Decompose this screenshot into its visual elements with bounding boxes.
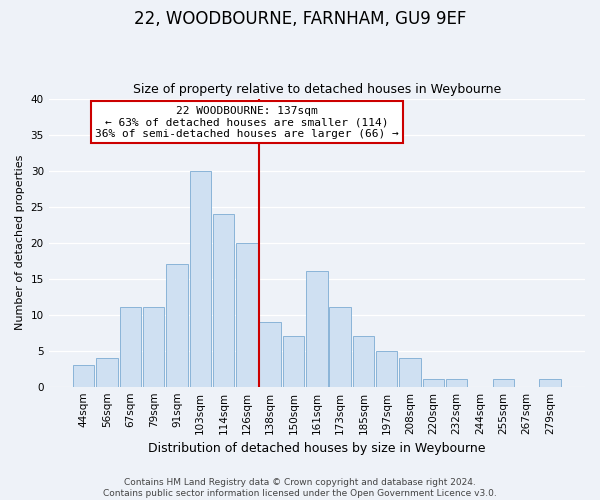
Bar xyxy=(166,264,188,386)
Bar xyxy=(400,358,421,386)
Y-axis label: Number of detached properties: Number of detached properties xyxy=(15,155,25,330)
Bar xyxy=(97,358,118,386)
Bar xyxy=(73,365,94,386)
Bar xyxy=(493,380,514,386)
Bar xyxy=(213,214,235,386)
Title: Size of property relative to detached houses in Weybourne: Size of property relative to detached ho… xyxy=(133,83,501,96)
X-axis label: Distribution of detached houses by size in Weybourne: Distribution of detached houses by size … xyxy=(148,442,485,455)
Bar xyxy=(259,322,281,386)
Bar xyxy=(329,308,351,386)
Bar xyxy=(283,336,304,386)
Bar xyxy=(119,308,141,386)
Bar xyxy=(446,380,467,386)
Bar xyxy=(236,242,257,386)
Bar xyxy=(353,336,374,386)
Bar xyxy=(143,308,164,386)
Text: Contains HM Land Registry data © Crown copyright and database right 2024.
Contai: Contains HM Land Registry data © Crown c… xyxy=(103,478,497,498)
Bar xyxy=(306,272,328,386)
Text: 22 WOODBOURNE: 137sqm
← 63% of detached houses are smaller (114)
36% of semi-det: 22 WOODBOURNE: 137sqm ← 63% of detached … xyxy=(95,106,399,139)
Bar xyxy=(422,380,444,386)
Text: 22, WOODBOURNE, FARNHAM, GU9 9EF: 22, WOODBOURNE, FARNHAM, GU9 9EF xyxy=(134,10,466,28)
Bar xyxy=(190,170,211,386)
Bar xyxy=(376,350,397,386)
Bar xyxy=(539,380,560,386)
